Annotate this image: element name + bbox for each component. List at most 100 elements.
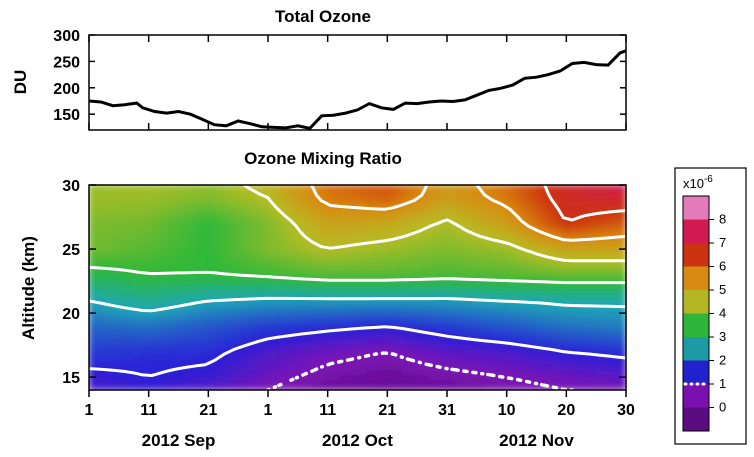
- heatmap-cell: [410, 287, 421, 294]
- heatmap-cell: [249, 225, 260, 232]
- heatmap-cell: [115, 287, 126, 294]
- heatmap-cell: [97, 256, 108, 263]
- heatmap-cell: [321, 266, 332, 273]
- heatmap-cell: [374, 297, 385, 304]
- heatmap-cell: [276, 215, 287, 222]
- heatmap-cell: [553, 363, 564, 370]
- heatmap-cell: [446, 235, 457, 242]
- heatmap-cell: [410, 343, 421, 350]
- heatmap-cell: [178, 189, 188, 196]
- heatmap-cell: [580, 266, 591, 273]
- heatmap-cell: [401, 230, 412, 237]
- heatmap-cell: [89, 292, 99, 299]
- heatmap-cell: [151, 348, 162, 355]
- heatmap-cell: [133, 240, 144, 247]
- heatmap-cell: [160, 205, 171, 212]
- heatmap-cell: [294, 307, 305, 314]
- heatmap-cell: [151, 251, 162, 258]
- heatmap-cell: [312, 379, 323, 386]
- heatmap-cell: [616, 220, 626, 227]
- heatmap-cell: [169, 261, 179, 268]
- heatmap-cell: [231, 230, 242, 237]
- heatmap-cell: [267, 297, 278, 304]
- heatmap-cell: [294, 302, 305, 309]
- heatmap-cell: [500, 210, 511, 217]
- heatmap-cell: [348, 266, 358, 273]
- heatmap-cell: [240, 317, 251, 324]
- heatmap-cell: [383, 246, 394, 253]
- heatmap-cell: [213, 384, 224, 390]
- heatmap-cell: [339, 333, 349, 340]
- heatmap-cell: [151, 343, 162, 350]
- heatmap-cell: [562, 276, 573, 283]
- heatmap-cell: [267, 266, 278, 273]
- heatmap-cell: [536, 276, 546, 283]
- heatmap-cell: [249, 328, 260, 335]
- heatmap-cell: [258, 210, 269, 217]
- heatmap-cell: [348, 307, 358, 314]
- heatmap-cell: [607, 251, 618, 258]
- heatmap-cell: [142, 194, 153, 201]
- heatmap-cell: [321, 338, 332, 345]
- heatmap-cell: [267, 322, 278, 329]
- heatmap-cell: [482, 240, 493, 247]
- heatmap-cell: [330, 189, 341, 196]
- heatmap-cell: [383, 215, 394, 222]
- heatmap-cell: [401, 235, 412, 242]
- heatmap-cell: [473, 230, 484, 237]
- heatmap-cell: [392, 292, 403, 299]
- heatmap-cell: [258, 384, 269, 390]
- heatmap-cell: [169, 215, 179, 222]
- heatmap-cell: [383, 369, 394, 376]
- heatmap-cell: [455, 333, 466, 340]
- heatmap-cell: [213, 256, 224, 263]
- heatmap-cell: [115, 317, 126, 324]
- heatmap-cell: [553, 292, 564, 299]
- heatmap-cell: [222, 384, 233, 390]
- heatmap-cell: [124, 374, 135, 381]
- heatmap-cell: [240, 363, 251, 370]
- heatmap-cell: [89, 230, 99, 237]
- heatmap-cell: [464, 374, 475, 381]
- heatmap-cell: [89, 358, 99, 365]
- heatmap-cell: [401, 194, 412, 201]
- heatmap-cell: [285, 240, 296, 247]
- heatmap-cell: [204, 287, 215, 294]
- heatmap-cell: [509, 281, 520, 288]
- heatmap-cell: [553, 281, 564, 288]
- heatmap-cell: [545, 281, 555, 288]
- heatmap-cell: [339, 220, 349, 227]
- heatmap-cell: [195, 297, 206, 304]
- heatmap-cell: [366, 322, 376, 329]
- heatmap-cell: [536, 271, 546, 278]
- heatmap-cell: [580, 281, 591, 288]
- heatmap-cell: [482, 225, 493, 232]
- heatmap-cell: [500, 307, 511, 314]
- heatmap-cell: [500, 353, 511, 360]
- heatmap-cell: [186, 369, 197, 376]
- heatmap-cell: [419, 230, 430, 237]
- heatmap-cell: [258, 302, 269, 309]
- heatmap-cell: [267, 185, 278, 191]
- heatmap-cell: [231, 317, 242, 324]
- heatmap-cell: [410, 261, 421, 268]
- heatmap-cell: [437, 287, 448, 294]
- heatmap-cell: [204, 374, 215, 381]
- heatmap-cell: [437, 246, 448, 253]
- heatmap-cell: [562, 240, 573, 247]
- heatmap-cell: [357, 199, 367, 206]
- heatmap-cell: [231, 240, 242, 247]
- heatmap-cell: [204, 199, 215, 206]
- heatmap-cell: [249, 297, 260, 304]
- heatmap-cell: [562, 322, 573, 329]
- heatmap-cell: [312, 199, 323, 206]
- heatmap-cell: [204, 369, 215, 376]
- colorbar-tick-label: 7: [719, 235, 726, 250]
- heatmap-cell: [482, 328, 493, 335]
- heatmap-cell: [437, 266, 448, 273]
- heatmap-cell: [518, 185, 528, 191]
- heatmap-cell: [258, 333, 269, 340]
- heatmap-cell: [160, 246, 171, 253]
- heatmap-cell: [374, 281, 385, 288]
- heatmap-cell: [491, 261, 502, 268]
